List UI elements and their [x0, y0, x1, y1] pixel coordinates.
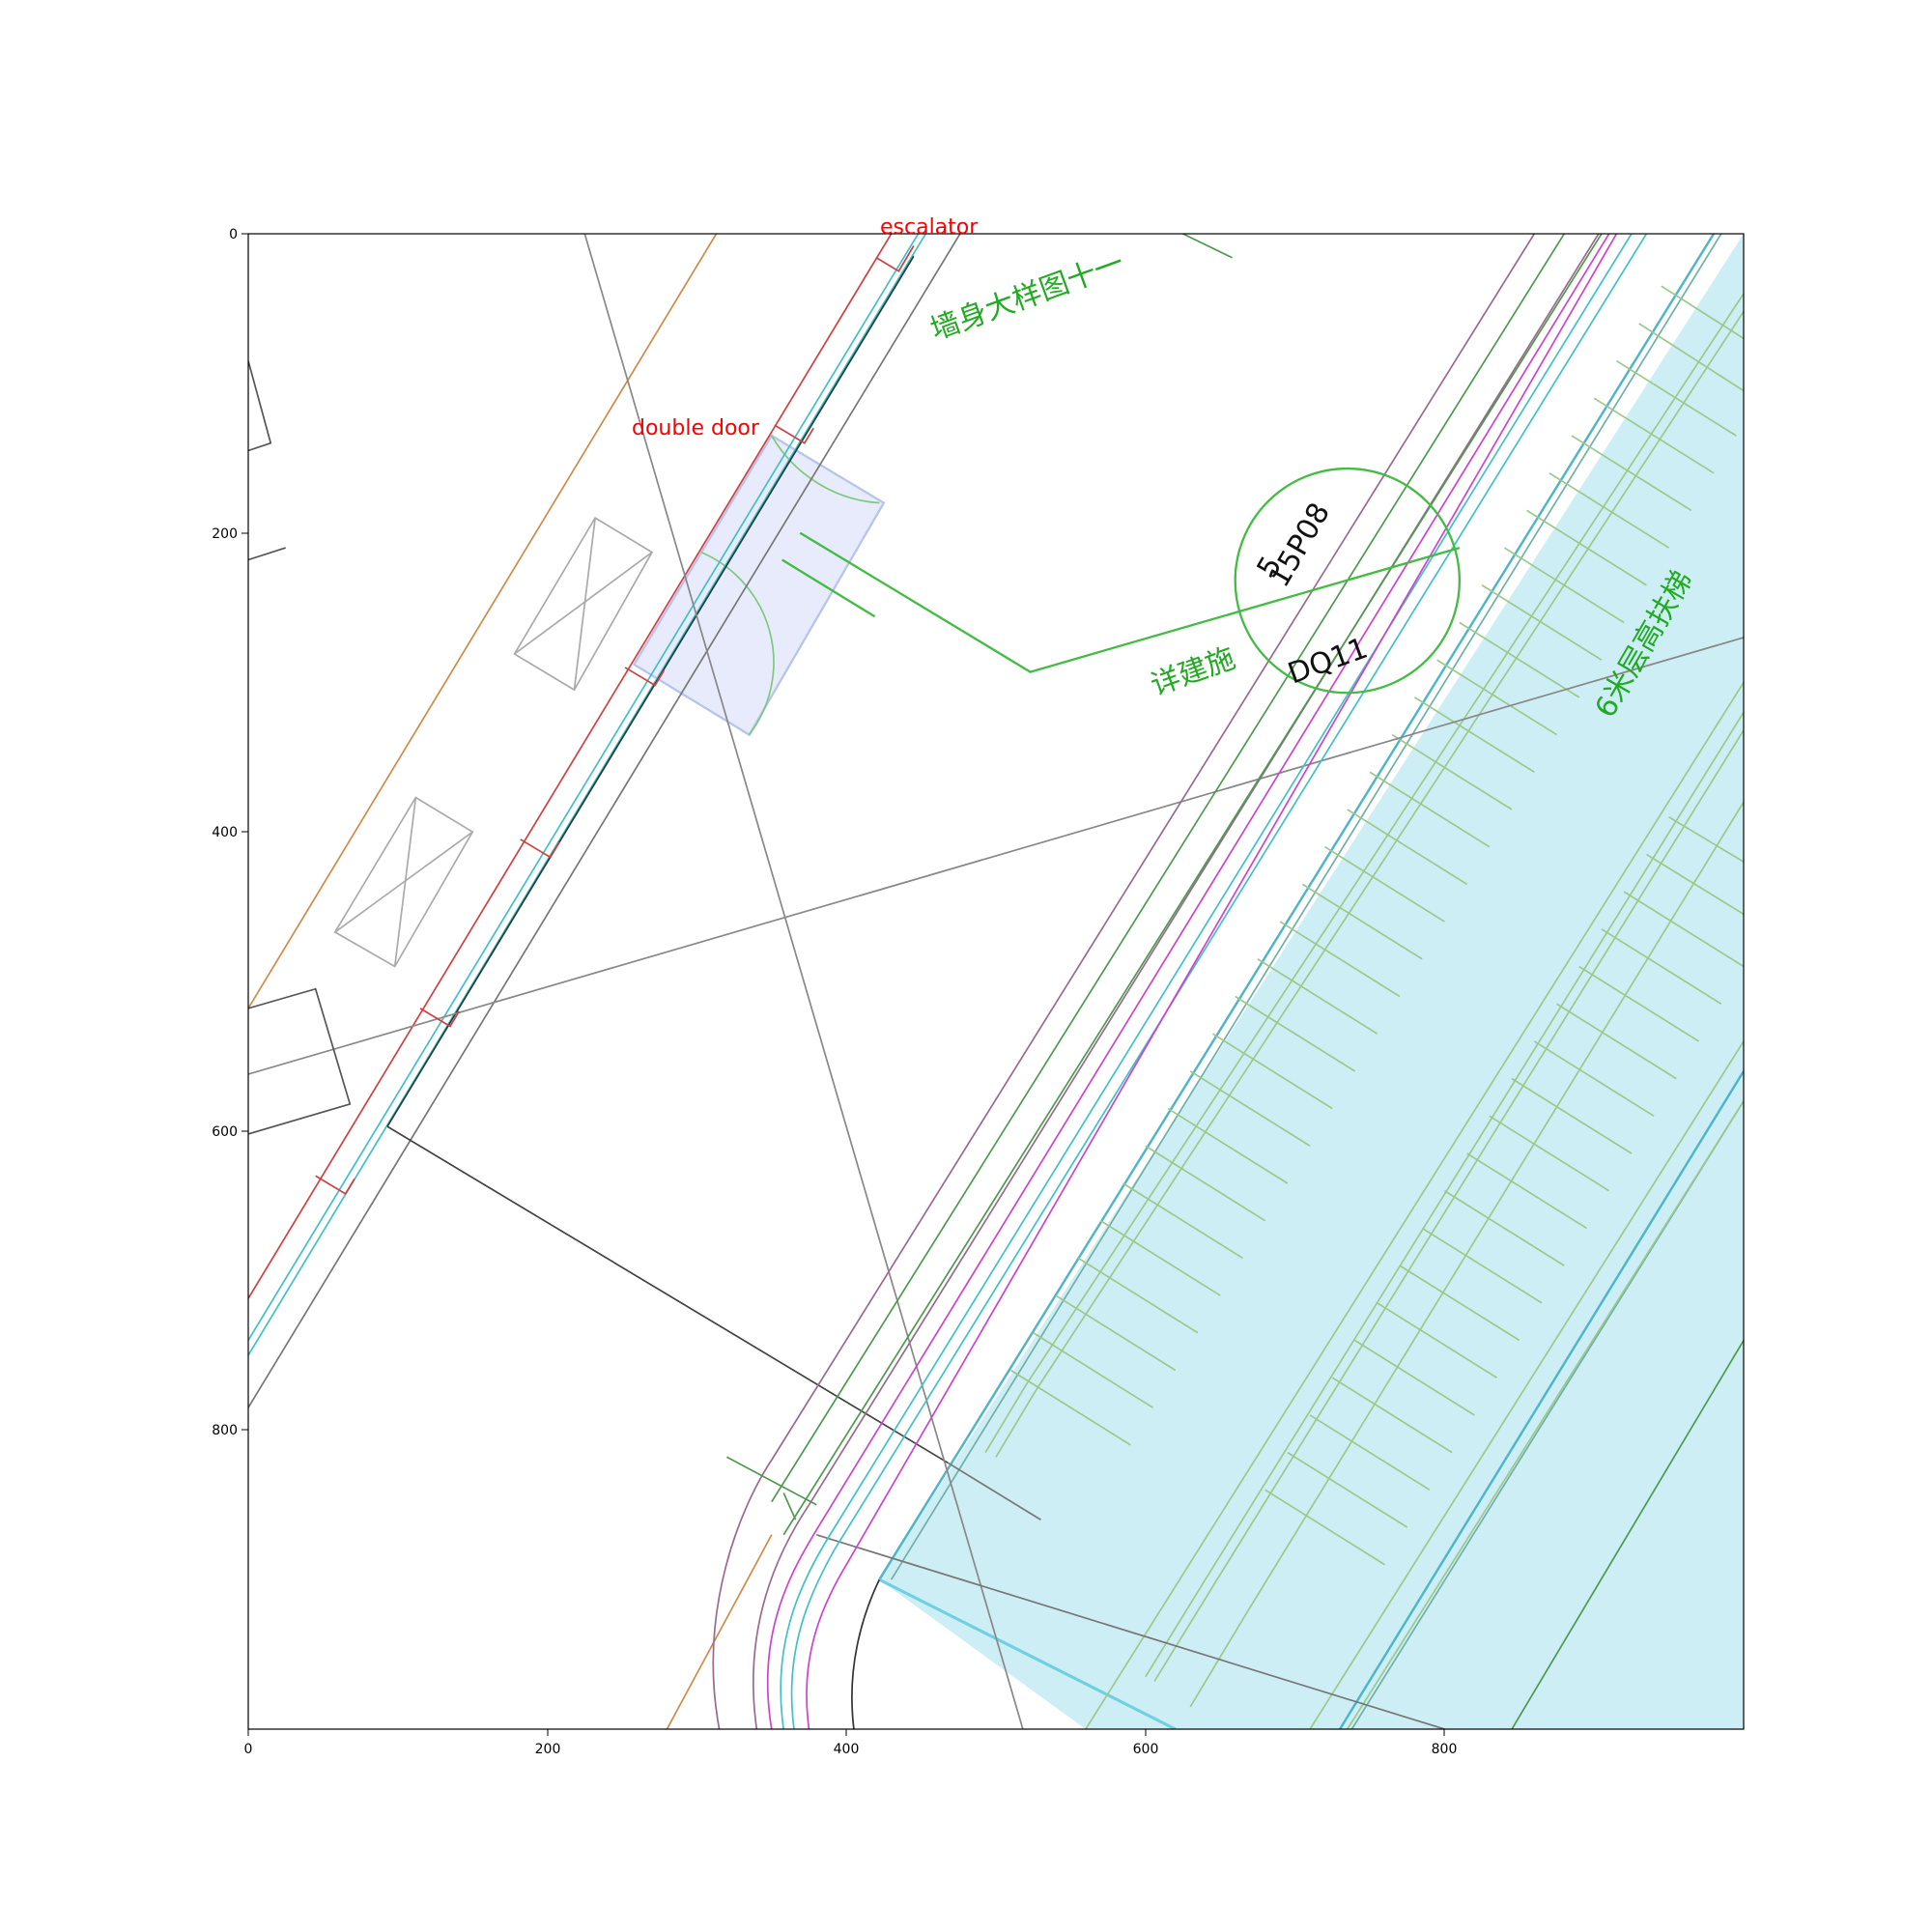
escalator-edge-line [878, 1577, 1177, 1729]
green-tick [1182, 234, 1233, 259]
wall-line-dark [386, 1125, 949, 1464]
pipe-line-magenta [766, 234, 1610, 1729]
escalator-rail [1189, 801, 1744, 1708]
escalator-rail [1347, 1100, 1744, 1729]
orange-line [666, 1534, 773, 1729]
y-tick-label: 600 [212, 1124, 238, 1140]
cross-line [248, 637, 1744, 1075]
escalator-steps [1010, 285, 1744, 1566]
escalator-rail [1085, 681, 1744, 1729]
y-tick-label: 0 [229, 227, 238, 242]
escalator-rail [995, 311, 1744, 1458]
x-ticks [247, 1729, 1445, 1736]
green-tick [725, 1456, 817, 1506]
pipe-line-magenta [806, 234, 1618, 1729]
escalator-rail [984, 293, 1744, 1454]
y-tick-label: 400 [212, 825, 238, 840]
wall-line-cyan [248, 234, 926, 1356]
x-tick-label: 800 [1432, 1742, 1458, 1757]
escalator-body [879, 234, 1744, 1729]
door-swing-arc [700, 551, 775, 736]
double-door-region [632, 434, 886, 737]
cross-line [815, 1533, 1445, 1729]
y-tick-label: 200 [212, 526, 238, 542]
green-tick [782, 1492, 797, 1520]
pipe-line-cyan [780, 234, 1633, 1729]
double-door-label: double door [632, 416, 760, 440]
cross-line [948, 1462, 1041, 1521]
escalator-label: escalator [880, 215, 979, 240]
escalator-rail [1309, 1040, 1744, 1729]
wall-line-red [248, 234, 893, 1299]
escalator-rail [1145, 711, 1744, 1678]
pipe-line-purple [753, 234, 1600, 1729]
pipe-line-dark [851, 1578, 881, 1729]
pipe-line-green [771, 234, 1565, 1503]
x-tick-label: 400 [834, 1742, 860, 1757]
x-tick-label: 200 [535, 1742, 561, 1757]
pipe-line-green [782, 234, 1603, 1536]
detail-leader-line [799, 531, 1461, 673]
detail-leader-line [781, 558, 876, 618]
orange-line [248, 234, 718, 1009]
x-tick-label: 0 [244, 1742, 253, 1757]
y-tick-label: 800 [212, 1423, 238, 1438]
axes-frame [247, 233, 1745, 1730]
wall-line-dark [386, 255, 915, 1127]
drawing-area [248, 234, 1744, 1729]
escalator-edge-line [1338, 1070, 1744, 1729]
door-swing-arc [771, 435, 880, 504]
x-tick-label: 600 [1133, 1742, 1159, 1757]
wall-markers [315, 244, 915, 1195]
left-box [248, 987, 352, 1135]
column-boxes [333, 516, 654, 968]
escalator-edge-line [878, 234, 1716, 1580]
escalator-rail [1153, 729, 1744, 1682]
escalator-edge-line [890, 234, 1722, 1580]
y-ticks [242, 233, 248, 1431]
detail-callout-circle [1234, 467, 1462, 695]
wall-line-cyan [248, 234, 920, 1341]
pipe-line-green [1511, 1340, 1744, 1729]
wall-line-gray [248, 234, 961, 1408]
left-box [248, 547, 286, 561]
detail-ref-text: 详建施 [1147, 641, 1240, 703]
callout-bottom-text: DQ11 [1284, 632, 1373, 692]
callout-code-text: 15P08 [1263, 497, 1338, 593]
pipe-line-cyan [790, 234, 1648, 1729]
wall-detail-text: 墙身大样图十一 [926, 246, 1128, 348]
left-box [248, 360, 272, 452]
cross-line [583, 234, 1024, 1729]
pipe-line-purple [712, 234, 1536, 1729]
